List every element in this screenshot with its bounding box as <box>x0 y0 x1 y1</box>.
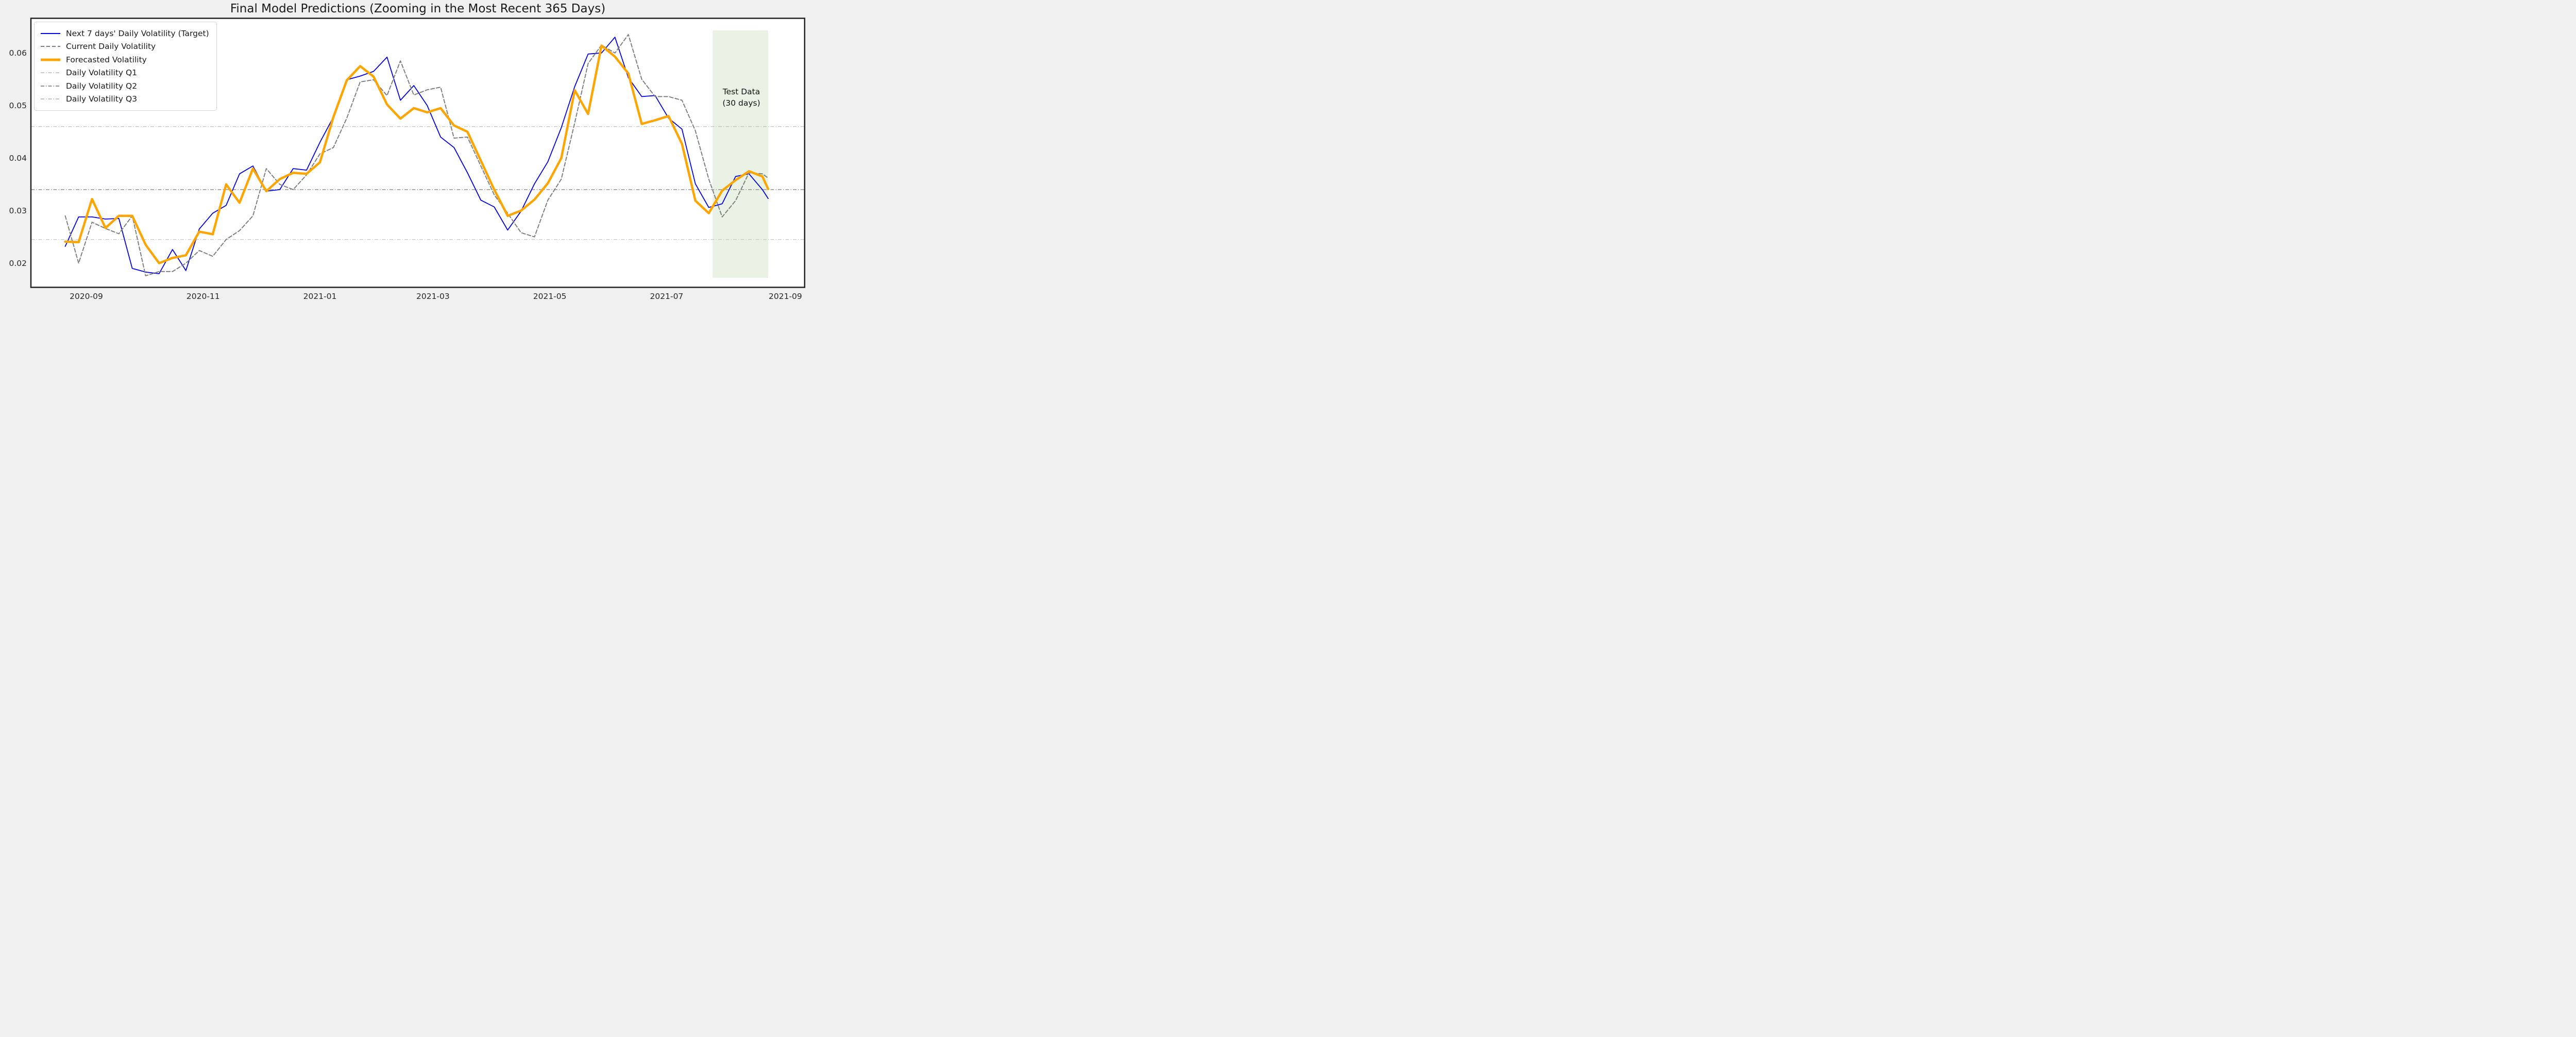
legend-line-sample <box>41 72 60 74</box>
legend-item-label: Daily Volatility Q3 <box>66 94 138 104</box>
legend-item: Daily Volatility Q1 <box>41 66 209 80</box>
legend-line-sample <box>41 85 60 87</box>
test-data-region <box>713 30 768 278</box>
y-tick-label-0.04: 0.04 <box>9 153 27 163</box>
legend-item: Forecasted Volatility <box>41 53 209 66</box>
y-tick-label-0.02: 0.02 <box>9 258 27 268</box>
legend-item-label: Current Daily Volatility <box>66 42 156 52</box>
chart-title: Final Model Predictions (Zooming in the … <box>230 2 606 15</box>
legend-item-label: Daily Volatility Q2 <box>66 81 138 91</box>
legend-line-sample <box>41 46 60 47</box>
legend-item-label: Next 7 days' Daily Volatility (Target) <box>66 28 209 38</box>
series-line-forecasted-volatility <box>64 44 770 264</box>
legend-box: Next 7 days' Daily Volatility (Target) Cu… <box>34 22 217 111</box>
x-tick-label-2021-03: 2021-03 <box>416 292 450 301</box>
test-data-annotation: Test Data (30 days) <box>700 86 783 109</box>
test-data-annotation-line2: (30 days) <box>722 98 760 108</box>
plot-spines <box>30 18 806 288</box>
legend-line-sample <box>41 32 60 34</box>
test-data-annotation-line1: Test Data <box>722 87 760 96</box>
y-tick-label-0.05: 0.05 <box>9 101 27 110</box>
x-tick-label-2021-07: 2021-07 <box>650 292 684 301</box>
figure: Final Model Predictions (Zooming in the … <box>0 0 808 307</box>
legend-item-label: Daily Volatility Q1 <box>66 68 138 78</box>
y-tick-label-0.06: 0.06 <box>9 48 27 58</box>
legend-item: Daily Volatility Q2 <box>41 79 209 93</box>
legend-line-sample <box>41 58 60 61</box>
x-tick-label-2020-11: 2020-11 <box>186 292 220 301</box>
legend-line-sample <box>41 98 60 100</box>
legend-item: Next 7 days' Daily Volatility (Target) <box>41 27 209 40</box>
x-tick-label-2021-09: 2021-09 <box>769 292 802 301</box>
series-line-current-daily-volatility <box>64 34 769 277</box>
x-tick-label-2021-01: 2021-01 <box>303 292 337 301</box>
x-tick-label-2021-05: 2021-05 <box>533 292 567 301</box>
legend-item: Current Daily Volatility <box>41 40 209 54</box>
legend-item: Daily Volatility Q3 <box>41 93 209 106</box>
legend-item-label: Forecasted Volatility <box>66 55 147 64</box>
chart-plot-area <box>30 18 806 288</box>
x-tick-label-2020-09: 2020-09 <box>70 292 103 301</box>
y-tick-label-0.03: 0.03 <box>9 206 27 215</box>
series-line-next-7-days-daily-volatility-target <box>64 37 769 274</box>
